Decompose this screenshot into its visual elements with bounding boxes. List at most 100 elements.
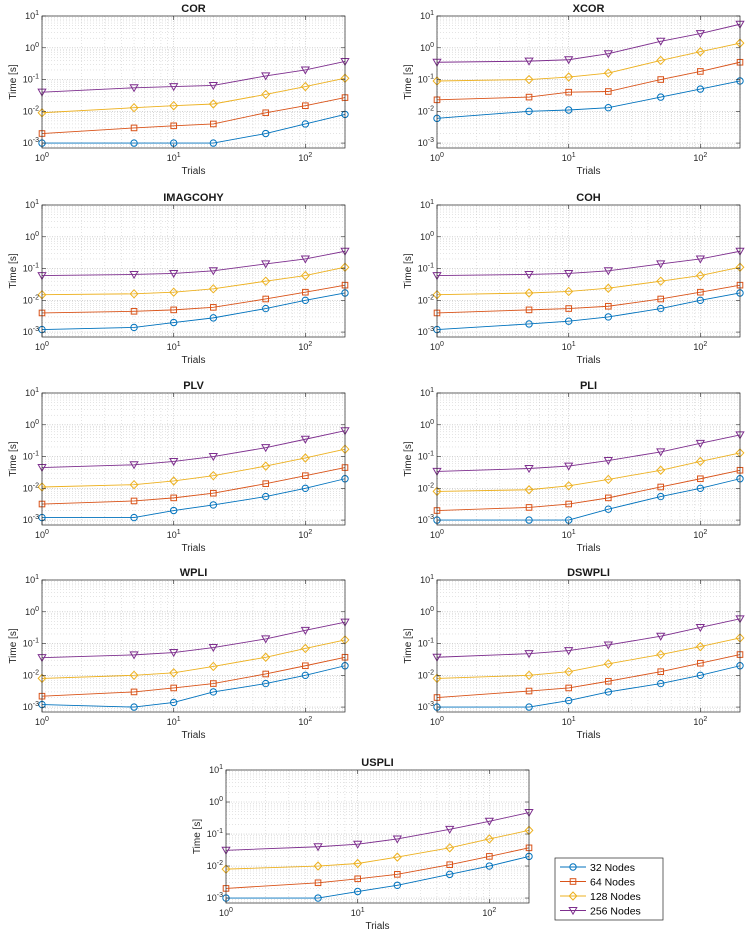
data-point — [657, 93, 665, 101]
data-point — [300, 81, 310, 92]
series-line — [436, 266, 741, 296]
data-point — [300, 626, 311, 635]
data-point — [564, 317, 573, 325]
y-axis-label: Time [s] — [403, 253, 414, 288]
legend-marker — [568, 891, 578, 901]
data-point — [603, 659, 613, 669]
y-tick-label: 10-2 — [23, 294, 39, 305]
data-point — [696, 296, 705, 305]
data-point — [208, 453, 218, 462]
data-point — [656, 632, 666, 641]
data-point — [524, 485, 534, 495]
chart-panel-pli: 100 101 102 10-3 10-2 10-1 100 101 PLI Trials Time… — [403, 380, 745, 554]
y-tick-label: 10-3 — [418, 701, 434, 712]
data-point — [656, 649, 666, 660]
data-point — [697, 475, 704, 483]
series-256-nodes — [432, 431, 745, 477]
data-point — [261, 652, 271, 662]
data-point — [697, 288, 704, 296]
ticks — [41, 392, 345, 525]
data-point — [524, 288, 534, 298]
x-axis-label: Trials — [576, 730, 600, 741]
data-point — [302, 472, 309, 479]
data-point — [525, 703, 533, 711]
data-point — [697, 68, 704, 75]
x-tick-label: 102 — [482, 907, 496, 918]
data-point — [564, 647, 574, 656]
x-tick-label: 102 — [693, 529, 707, 540]
x-tick-label: 102 — [298, 716, 312, 727]
data-point — [524, 57, 534, 66]
x-tick-label: 101 — [562, 529, 576, 540]
series-line — [436, 23, 741, 63]
x-tick-label: 100 — [430, 152, 444, 163]
series-line — [41, 266, 346, 296]
x-tick-label: 100 — [35, 716, 49, 727]
data-point — [695, 255, 706, 264]
data-point — [129, 102, 139, 113]
x-tick-label: 102 — [693, 341, 707, 352]
data-point — [392, 852, 402, 862]
chart-title: XCOR — [573, 3, 605, 15]
data-point — [169, 698, 178, 707]
y-tick-label: 100 — [420, 231, 434, 242]
y-tick-label: 10-2 — [23, 105, 39, 116]
data-point — [657, 295, 665, 303]
data-point — [261, 89, 271, 100]
data-point — [208, 284, 218, 294]
series-128-nodes — [432, 633, 745, 684]
axes-box — [436, 392, 741, 526]
grid — [41, 204, 346, 338]
data-point — [524, 270, 534, 280]
data-point — [697, 659, 704, 667]
data-point — [301, 120, 310, 128]
series-line — [42, 113, 346, 144]
data-point — [657, 304, 665, 313]
series-line — [436, 61, 741, 101]
data-point — [657, 668, 665, 675]
data-point — [300, 255, 311, 264]
data-point — [313, 843, 323, 852]
data-point — [695, 456, 705, 467]
series-128-nodes — [37, 444, 350, 492]
data-point — [446, 861, 454, 869]
grid — [436, 15, 741, 149]
data-point — [302, 288, 309, 296]
y-tick-label: 10-1 — [418, 74, 434, 85]
legend-item: 64 Nodes — [560, 876, 635, 888]
y-tick-label: 100 — [420, 42, 434, 53]
y-axis-label: Time [s] — [403, 441, 414, 476]
data-point — [314, 894, 322, 902]
data-point — [392, 835, 402, 844]
data-point — [300, 66, 311, 75]
data-point — [129, 84, 139, 93]
x-tick-label: 101 — [167, 716, 181, 727]
chart-panel-coh: 100 101 102 10-3 10-2 10-1 100 101 COH Trials Time… — [403, 192, 745, 366]
data-point — [262, 295, 270, 303]
legend-label: 32 Nodes — [590, 862, 635, 874]
y-tick-label: 10-2 — [418, 669, 434, 680]
chart-panel-plv: 100 101 102 10-3 10-2 10-1 100 101 PLV Trials Time… — [8, 380, 350, 554]
data-point — [695, 623, 706, 633]
data-point — [262, 492, 270, 501]
legend: 32 Nodes 64 Nodes 128 Nodes 256 Nodes — [554, 857, 664, 921]
data-point — [656, 465, 666, 475]
y-tick-label: 10-1 — [23, 451, 39, 462]
series-line — [42, 478, 346, 519]
y-tick-label: 100 — [420, 606, 434, 617]
data-point — [130, 497, 138, 505]
data-point — [564, 286, 574, 297]
data-point — [130, 688, 138, 696]
series-line — [41, 639, 346, 679]
y-tick-label: 101 — [420, 574, 434, 585]
y-axis-label: Time [s] — [192, 819, 203, 854]
series-line — [225, 812, 530, 851]
y-tick-label: 100 — [209, 796, 223, 807]
y-tick-label: 10-2 — [418, 482, 434, 493]
data-point — [129, 479, 139, 490]
y-tick-label: 10-1 — [418, 451, 434, 462]
data-point — [524, 650, 534, 659]
series-line — [436, 469, 741, 511]
data-point — [695, 47, 705, 57]
